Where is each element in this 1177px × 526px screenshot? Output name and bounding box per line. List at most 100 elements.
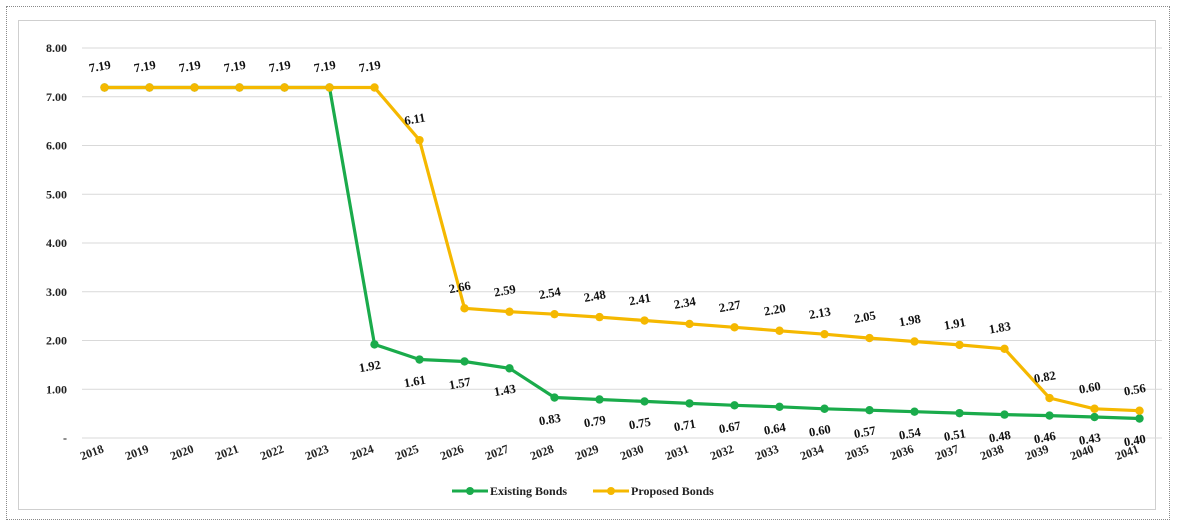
existing-bonds-data-label: 0.83 [538,411,562,429]
existing-bonds-point [1045,411,1054,420]
existing-bonds-data-label: 0.57 [853,423,877,441]
proposed-bonds-data-label: 7.19 [223,58,247,76]
existing-bonds-point [640,397,649,406]
existing-bonds-data-label: 0.60 [808,422,832,440]
proposed-bonds-data-label: 2.27 [718,298,742,316]
proposed-bonds-point [1090,404,1099,413]
proposed-bonds-point [325,83,334,92]
proposed-bonds-data-label: 2.05 [853,308,877,326]
x-tick-label: 2033 [753,442,780,463]
proposed-bonds-point [1000,344,1009,353]
y-tick-label: 3.00 [46,285,67,299]
series-points [100,83,1144,423]
proposed-bonds-point [685,319,694,329]
chart-area-border [18,20,1156,510]
existing-bonds-point [460,357,469,366]
proposed-bonds-data-label: 2.13 [808,304,832,322]
proposed-bonds-data-label: 0.60 [1078,379,1102,397]
proposed-bonds-point [415,135,424,145]
existing-bonds-point [865,406,874,415]
existing-bonds-data-label: 0.75 [628,415,652,433]
existing-bonds-data-label: 1.92 [358,358,382,376]
proposed-bonds-point [505,307,514,316]
existing-bonds-point [730,401,739,410]
existing-bonds-data-label: 0.64 [763,420,788,438]
proposed-bonds-line [104,85,1140,413]
x-axis-ticks: 2018 2019 2020 2021 2022 2023 2024 2025 2026 2027… [78,442,1140,463]
existing-bonds-point [775,402,784,411]
proposed-bonds-data-label: 7.19 [178,58,202,76]
existing-bonds-data-label: 0.48 [988,428,1012,446]
existing-bonds-data-label: 0.67 [718,419,742,437]
gridlines [82,47,1162,439]
legend-marker [607,487,615,495]
existing-bonds-point [1090,412,1099,422]
y-tick-label: 2.00 [46,334,67,348]
proposed-bonds-point [640,316,649,325]
proposed-bonds-point [1045,393,1054,403]
x-tick-label: 2018 [78,442,105,463]
proposed-bonds-point [1135,406,1144,415]
y-tick-label: 6.00 [46,139,67,153]
existing-bonds-point [370,340,379,349]
y-tick-label: 7.00 [46,90,67,104]
proposed-bonds-data-label: 7.19 [133,58,157,76]
existing-bonds-data-label: 1.57 [448,375,472,393]
legend-existing-bonds: Existing Bonds [490,484,567,498]
proposed-bonds-point [190,83,199,92]
y-tick-label: 8.00 [46,41,67,55]
existing-bonds-point [415,355,424,364]
proposed-bonds-point [235,83,244,92]
series-lines [104,85,1140,421]
existing-bonds-point [820,404,829,413]
existing-bonds-point [955,408,964,418]
y-tick-label: 1.00 [46,382,67,396]
proposed-bonds-data-label: 2.66 [448,279,472,297]
x-tick-label: 2019 [123,442,150,463]
proposed-bonds-point [100,83,109,92]
existing-bonds-point [550,393,559,402]
proposed-bonds-data-label: 2.20 [763,301,787,319]
y-tick-label: - [63,431,67,445]
proposed-bonds-data-label: 1.83 [988,319,1012,337]
existing-bonds-point [505,364,514,373]
y-tick-label: 5.00 [46,187,67,201]
x-tick-label: 2022 [258,442,285,463]
x-tick-label: 2034 [798,442,825,463]
proposed-bonds-data-label: 7.19 [358,58,382,76]
proposed-bonds-data-label: 2.41 [628,291,652,309]
existing-bonds-data-label: 0.43 [1078,430,1102,448]
existing-bonds-point [1135,414,1144,423]
proposed-bonds-point [730,323,739,332]
x-tick-label: 2035 [843,442,870,463]
legend-proposed-bonds: Proposed Bonds [631,484,714,498]
proposed-bonds-data-label: 2.48 [583,287,607,305]
existing-bonds-data-label: 0.54 [898,425,923,443]
proposed-bonds-point [370,83,379,92]
x-tick-label: 2026 [438,442,465,463]
x-tick-label: 2028 [528,442,555,463]
data-labels: 1.92 1.61 1.57 1.43 0.83 0.79 0.75 0.71 0.67 0.64… [88,58,1147,450]
proposed-bonds-point [820,329,829,339]
proposed-bonds-point [775,326,784,335]
x-tick-label: 2037 [933,442,960,463]
x-tick-label: 2031 [663,442,690,463]
legend-marker [466,487,474,495]
proposed-bonds-point [145,83,154,92]
existing-bonds-point [910,407,919,416]
existing-bonds-data-label: 0.71 [673,417,697,435]
x-tick-label: 2027 [483,442,510,463]
x-tick-label: 2024 [348,442,375,463]
existing-bonds-line [104,85,1140,421]
existing-bonds-data-label: 1.61 [403,373,427,391]
existing-bonds-data-label: 0.40 [1123,432,1147,450]
proposed-bonds-point [280,83,289,92]
proposed-bonds-point [910,337,919,346]
proposed-bonds-data-label: 2.54 [538,284,563,302]
proposed-bonds-data-label: 0.82 [1033,368,1057,386]
x-tick-label: 2029 [573,442,600,463]
proposed-bonds-data-label: 7.19 [88,58,112,76]
x-tick-label: 2030 [618,442,645,463]
proposed-bonds-data-label: 0.56 [1123,381,1147,399]
